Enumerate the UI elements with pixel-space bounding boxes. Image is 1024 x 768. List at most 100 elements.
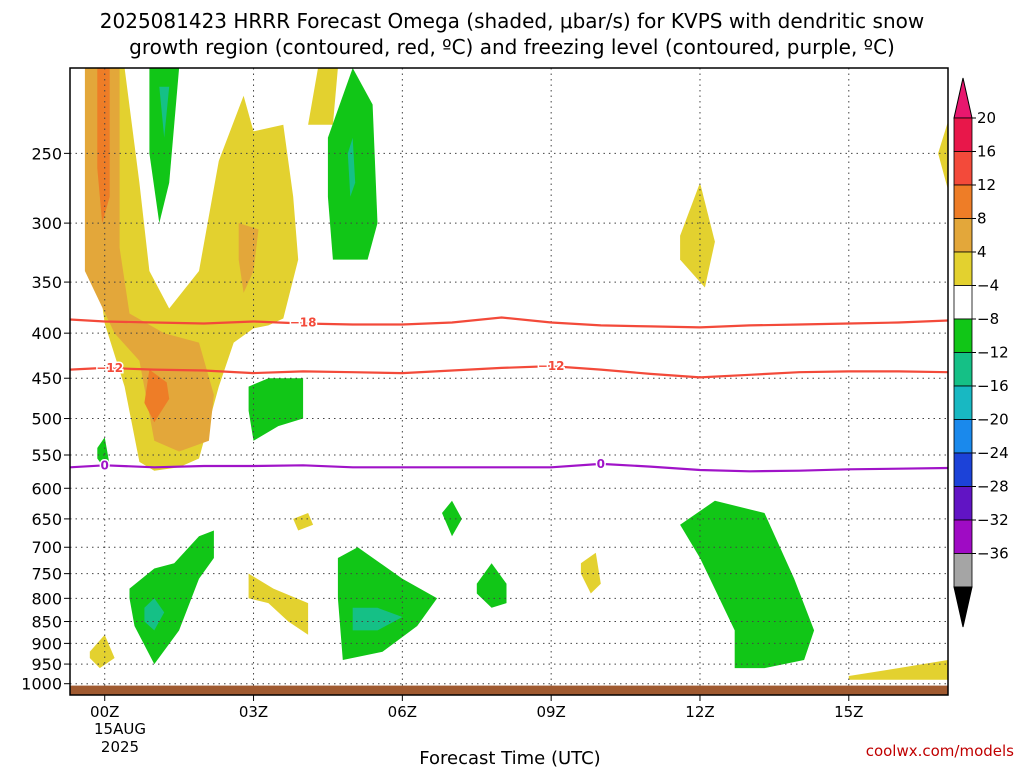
x-axis-label: Forecast Time (UTC) [419,748,600,768]
y-tick-label-600: 600 [31,479,62,498]
x-tick-label-1: 03Z [239,703,268,721]
omega-region-7 [89,634,115,669]
omega-region-15 [97,437,110,469]
omega-region-17 [337,547,438,660]
omega-region-23 [159,86,170,138]
colorbar-swatch-13 [953,553,973,588]
omega-region-4 [238,223,259,293]
omega-region-6 [580,552,601,594]
y-tick-label-850: 850 [31,613,62,632]
ground-layer [70,685,948,695]
contour-line-1 [70,364,948,379]
omega-region-8 [248,573,309,635]
chart-title-line1: 2025081423 HRRR Forecast Omega (shaded, … [100,9,924,33]
colorbar-label-2: 12 [977,176,996,194]
omega-region-5 [680,182,715,288]
colorbar-top-arrow [953,77,973,119]
contour-label-4: 0 [597,457,605,471]
plot-frame [69,67,949,696]
y-tick-label-500: 500 [31,410,62,429]
colorbar-label-3: 8 [977,210,987,228]
colorbar-label-13: −36 [977,545,1009,563]
contour-label-2: −12 [538,359,565,373]
colorbar-label-4: 4 [977,243,987,261]
x-tick-label-5: 15Z [834,703,863,721]
y-tick-label-750: 750 [31,565,62,584]
omega-region-22 [352,607,403,631]
colorbar-label-6: −8 [977,310,999,328]
omega-region-1 [84,68,214,452]
temperature-contours [70,316,948,473]
contour-label-1: −12 [96,361,123,375]
x-tick-label-4: 12Z [685,703,714,721]
contour-line-0 [70,316,948,329]
y-tick-label-450: 450 [31,369,62,388]
colorbar-swatch-6 [953,318,973,353]
colorbar-swatch-3 [953,218,973,253]
x-axis-ticks: 00Z 03Z 06Z 09Z 12Z 15Z [90,695,863,721]
contour-label-3: 0 [101,458,109,472]
colorbar-swatch-4 [953,251,973,286]
colorbar-swatch-0 [953,117,973,152]
colorbar-swatch-2 [953,184,973,219]
omega-region-24 [347,137,356,197]
omega-region-10 [938,121,948,190]
colorbar-label-7: −12 [977,344,1009,362]
y-tick-label-550: 550 [31,446,62,465]
omega-shading [75,68,948,680]
y-tick-label-350: 350 [31,273,62,292]
colorbar-swatch-11 [953,486,973,521]
y-tick-label-250: 250 [31,144,62,163]
omega-region-19 [476,563,507,608]
colorbar-label-5: −4 [977,277,999,295]
omega-region-3 [144,369,170,423]
colorbar-swatch-10 [953,452,973,487]
y-tick-label-700: 700 [31,538,62,557]
y-tick-label-800: 800 [31,589,62,608]
colorbar-label-1: 16 [977,143,996,161]
y-axis-ticks: 250 300 350 400 450 500 550 600 650 700 750 800 850 9… [21,144,70,694]
y-tick-label-300: 300 [31,214,62,233]
omega-region-11 [848,660,948,680]
ground-fill [70,685,948,695]
omega-region-9 [293,513,314,531]
colorbar-swatch-8 [953,385,973,420]
contour-line-2 [70,462,948,473]
omega-region-16 [129,530,214,665]
omega-region-14 [248,378,304,441]
x-tick-label-2: 06Z [388,703,417,721]
chart-title-line2: growth region (contoured, red, ºC) and f… [129,35,895,59]
colorbar-swatch-5 [953,285,973,320]
omega-region-21 [144,598,165,631]
y-tick-label-650: 650 [31,510,62,529]
colorbar-label-9: −20 [977,411,1009,429]
y-tick-label-950: 950 [31,655,62,674]
contour-labels: −18 −12 −12 0 0 [95,314,607,474]
colorbar-label-12: −32 [977,511,1009,529]
y-tick-label-900: 900 [31,634,62,653]
colorbar-swatch-9 [953,419,973,454]
colorbar-swatch-1 [953,151,973,186]
grid-lines [70,68,948,695]
date-label-year: 2025 [101,738,139,756]
credit-text: coolwx.com/models [866,742,1014,760]
colorbar-label-11: −28 [977,478,1009,496]
y-tick-label-1000: 1000 [21,675,62,694]
omega-region-12 [149,68,180,224]
colorbar-label-10: −24 [977,444,1009,462]
contour-label-0: −18 [290,315,317,329]
colorbar-swatch-12 [953,519,973,554]
date-label-day: 15AUG [94,720,146,738]
colorbar-label-0: 20 [977,109,996,127]
colorbar-swatch-7 [953,352,973,387]
colorbar-bottom-arrow [953,586,973,628]
colorbar: 20 16 12 8 4 −4 −8 −12 −16 −20 −24 −28 −32 −36 [953,77,1009,628]
y-tick-label-400: 400 [31,324,62,343]
omega-region-20 [680,500,815,669]
omega-region-2 [97,68,110,224]
x-tick-label-3: 09Z [536,703,565,721]
omega-region-18 [442,500,462,537]
colorbar-label-8: −16 [977,377,1009,395]
x-tick-label-0: 00Z [90,703,119,721]
